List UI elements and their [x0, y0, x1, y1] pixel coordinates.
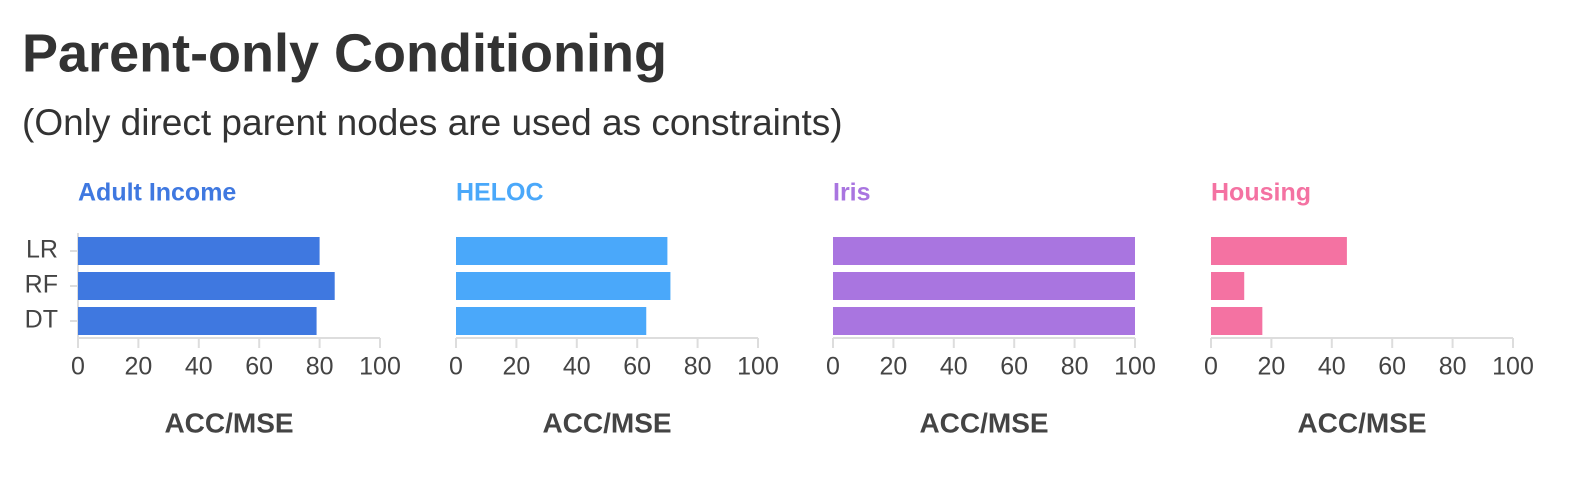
x-tick-label: 60 — [1000, 353, 1028, 381]
x-axis-label: ACC/MSE — [164, 407, 293, 438]
x-axis-label: ACC/MSE — [542, 407, 671, 438]
x-tick-label: 60 — [623, 353, 651, 381]
panel-title: HELOC — [456, 179, 544, 207]
x-tick-label: 100 — [1492, 353, 1534, 381]
x-tick-label: 60 — [245, 353, 273, 381]
x-tick-label: 80 — [306, 353, 334, 381]
panel-title: Housing — [1211, 179, 1311, 207]
panel-title: Adult Income — [78, 179, 236, 207]
x-tick-label: 80 — [1061, 353, 1089, 381]
x-tick-label: 40 — [1318, 353, 1346, 381]
x-axis-label: ACC/MSE — [919, 407, 1048, 438]
x-tick-label: 0 — [826, 353, 840, 381]
bar — [78, 272, 335, 300]
x-tick-label: 20 — [502, 353, 530, 381]
x-tick-label: 40 — [185, 353, 213, 381]
x-tick-label: 100 — [1114, 353, 1156, 381]
x-tick-label: 80 — [1439, 353, 1467, 381]
bar — [78, 237, 320, 265]
bar — [1211, 237, 1347, 265]
bar — [456, 307, 647, 335]
y-tick-label: DT — [25, 306, 58, 334]
y-tick-label: RF — [25, 271, 58, 299]
y-tick-label: LR — [26, 236, 58, 264]
x-tick-label: 20 — [1257, 353, 1285, 381]
bar — [1211, 272, 1245, 300]
x-tick-label: 100 — [737, 353, 779, 381]
x-tick-label: 60 — [1378, 353, 1406, 381]
x-tick-label: 0 — [449, 353, 463, 381]
x-axis-label: ACC/MSE — [1297, 407, 1426, 438]
panel-title: Iris — [833, 179, 871, 207]
x-tick-label: 100 — [359, 353, 401, 381]
bar — [1211, 307, 1263, 335]
bar — [833, 272, 1135, 300]
bar — [833, 237, 1135, 265]
bar — [456, 272, 671, 300]
page-subtitle: (Only direct parent nodes are used as co… — [22, 102, 843, 143]
x-tick-label: 0 — [1204, 353, 1218, 381]
x-tick-label: 80 — [684, 353, 712, 381]
x-tick-label: 0 — [71, 353, 85, 381]
x-tick-label: 40 — [940, 353, 968, 381]
bar — [78, 307, 317, 335]
bar — [456, 237, 668, 265]
page-title: Parent-only Conditioning — [22, 23, 667, 83]
x-tick-label: 20 — [124, 353, 152, 381]
x-tick-label: 20 — [879, 353, 907, 381]
bar — [833, 307, 1135, 335]
x-tick-label: 40 — [563, 353, 591, 381]
